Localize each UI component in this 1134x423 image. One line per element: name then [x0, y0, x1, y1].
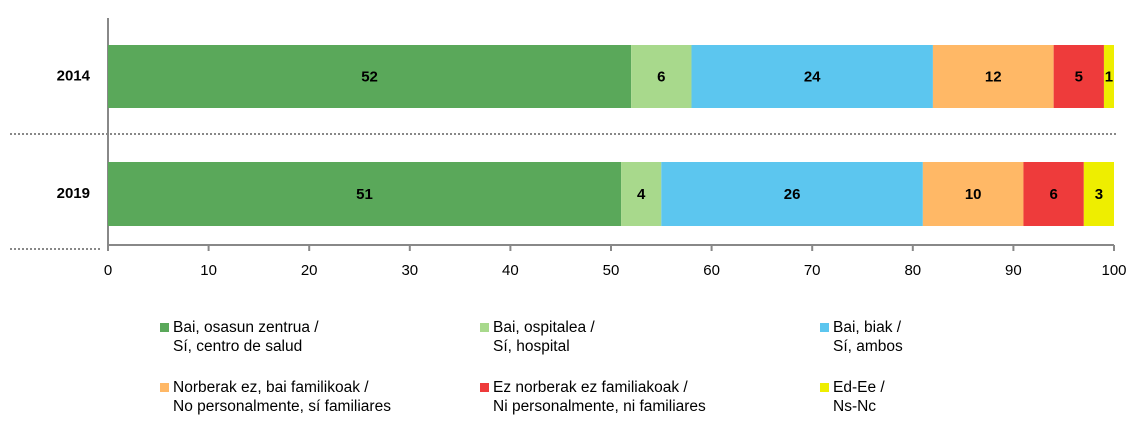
legend-swatch [820, 383, 829, 392]
bar-segment [108, 45, 632, 108]
x-tick-label: 60 [703, 262, 720, 279]
data-label: 4 [637, 186, 646, 203]
x-tick-label: 20 [301, 262, 318, 279]
legend-swatch [160, 323, 169, 332]
bar-segment [631, 45, 692, 108]
legend-label: Norberak ez, bai familikoak / No persona… [173, 379, 391, 415]
bar-segment [932, 45, 1054, 108]
x-tick-label: 50 [603, 262, 620, 279]
legend-label: Bai, osasun zentrua / Sí, centro de salu… [173, 319, 319, 355]
bar-segment [621, 162, 662, 226]
x-tick-label: 100 [1101, 262, 1126, 279]
bar-segment [1103, 45, 1114, 108]
x-tick-label: 10 [200, 262, 217, 279]
bar-segment [1083, 162, 1114, 226]
x-tick-label: 40 [502, 262, 519, 279]
legend-label: Ez norberak ez familiakoak / Ni personal… [493, 379, 706, 415]
bar-segment [108, 162, 622, 226]
legend-swatch [820, 323, 829, 332]
x-tick-label: 30 [401, 262, 418, 279]
legend-label: Bai, biak / Sí, ambos [833, 319, 903, 355]
data-label: 1 [1105, 68, 1113, 85]
bar-segment [922, 162, 1024, 226]
data-label: 3 [1095, 186, 1103, 203]
x-tick-label: 70 [804, 262, 821, 279]
category-label: 2019 [57, 185, 90, 202]
bar-segment [1053, 45, 1104, 108]
data-label: 24 [804, 68, 821, 85]
data-label: 51 [356, 186, 373, 203]
x-tick-label: 80 [904, 262, 921, 279]
legend-swatch [160, 383, 169, 392]
legend-label: Bai, ospitalea / Sí, hospital [493, 319, 595, 355]
data-label: 52 [361, 68, 378, 85]
data-label: 5 [1075, 68, 1083, 85]
legend-swatch [480, 323, 489, 332]
legend-label: Ed-Ee / Ns-Nc [833, 379, 885, 415]
data-label: 10 [965, 186, 982, 203]
bar-segment [1023, 162, 1084, 226]
data-label: 26 [784, 186, 801, 203]
legend-swatch [480, 383, 489, 392]
data-label: 12 [985, 68, 1002, 85]
data-label: 6 [1049, 186, 1057, 203]
x-tick-label: 0 [104, 262, 112, 279]
category-label: 2014 [57, 67, 91, 84]
bar-segment [691, 45, 933, 108]
bar-segment [661, 162, 923, 226]
data-label: 6 [657, 68, 665, 85]
x-tick-label: 90 [1005, 262, 1022, 279]
